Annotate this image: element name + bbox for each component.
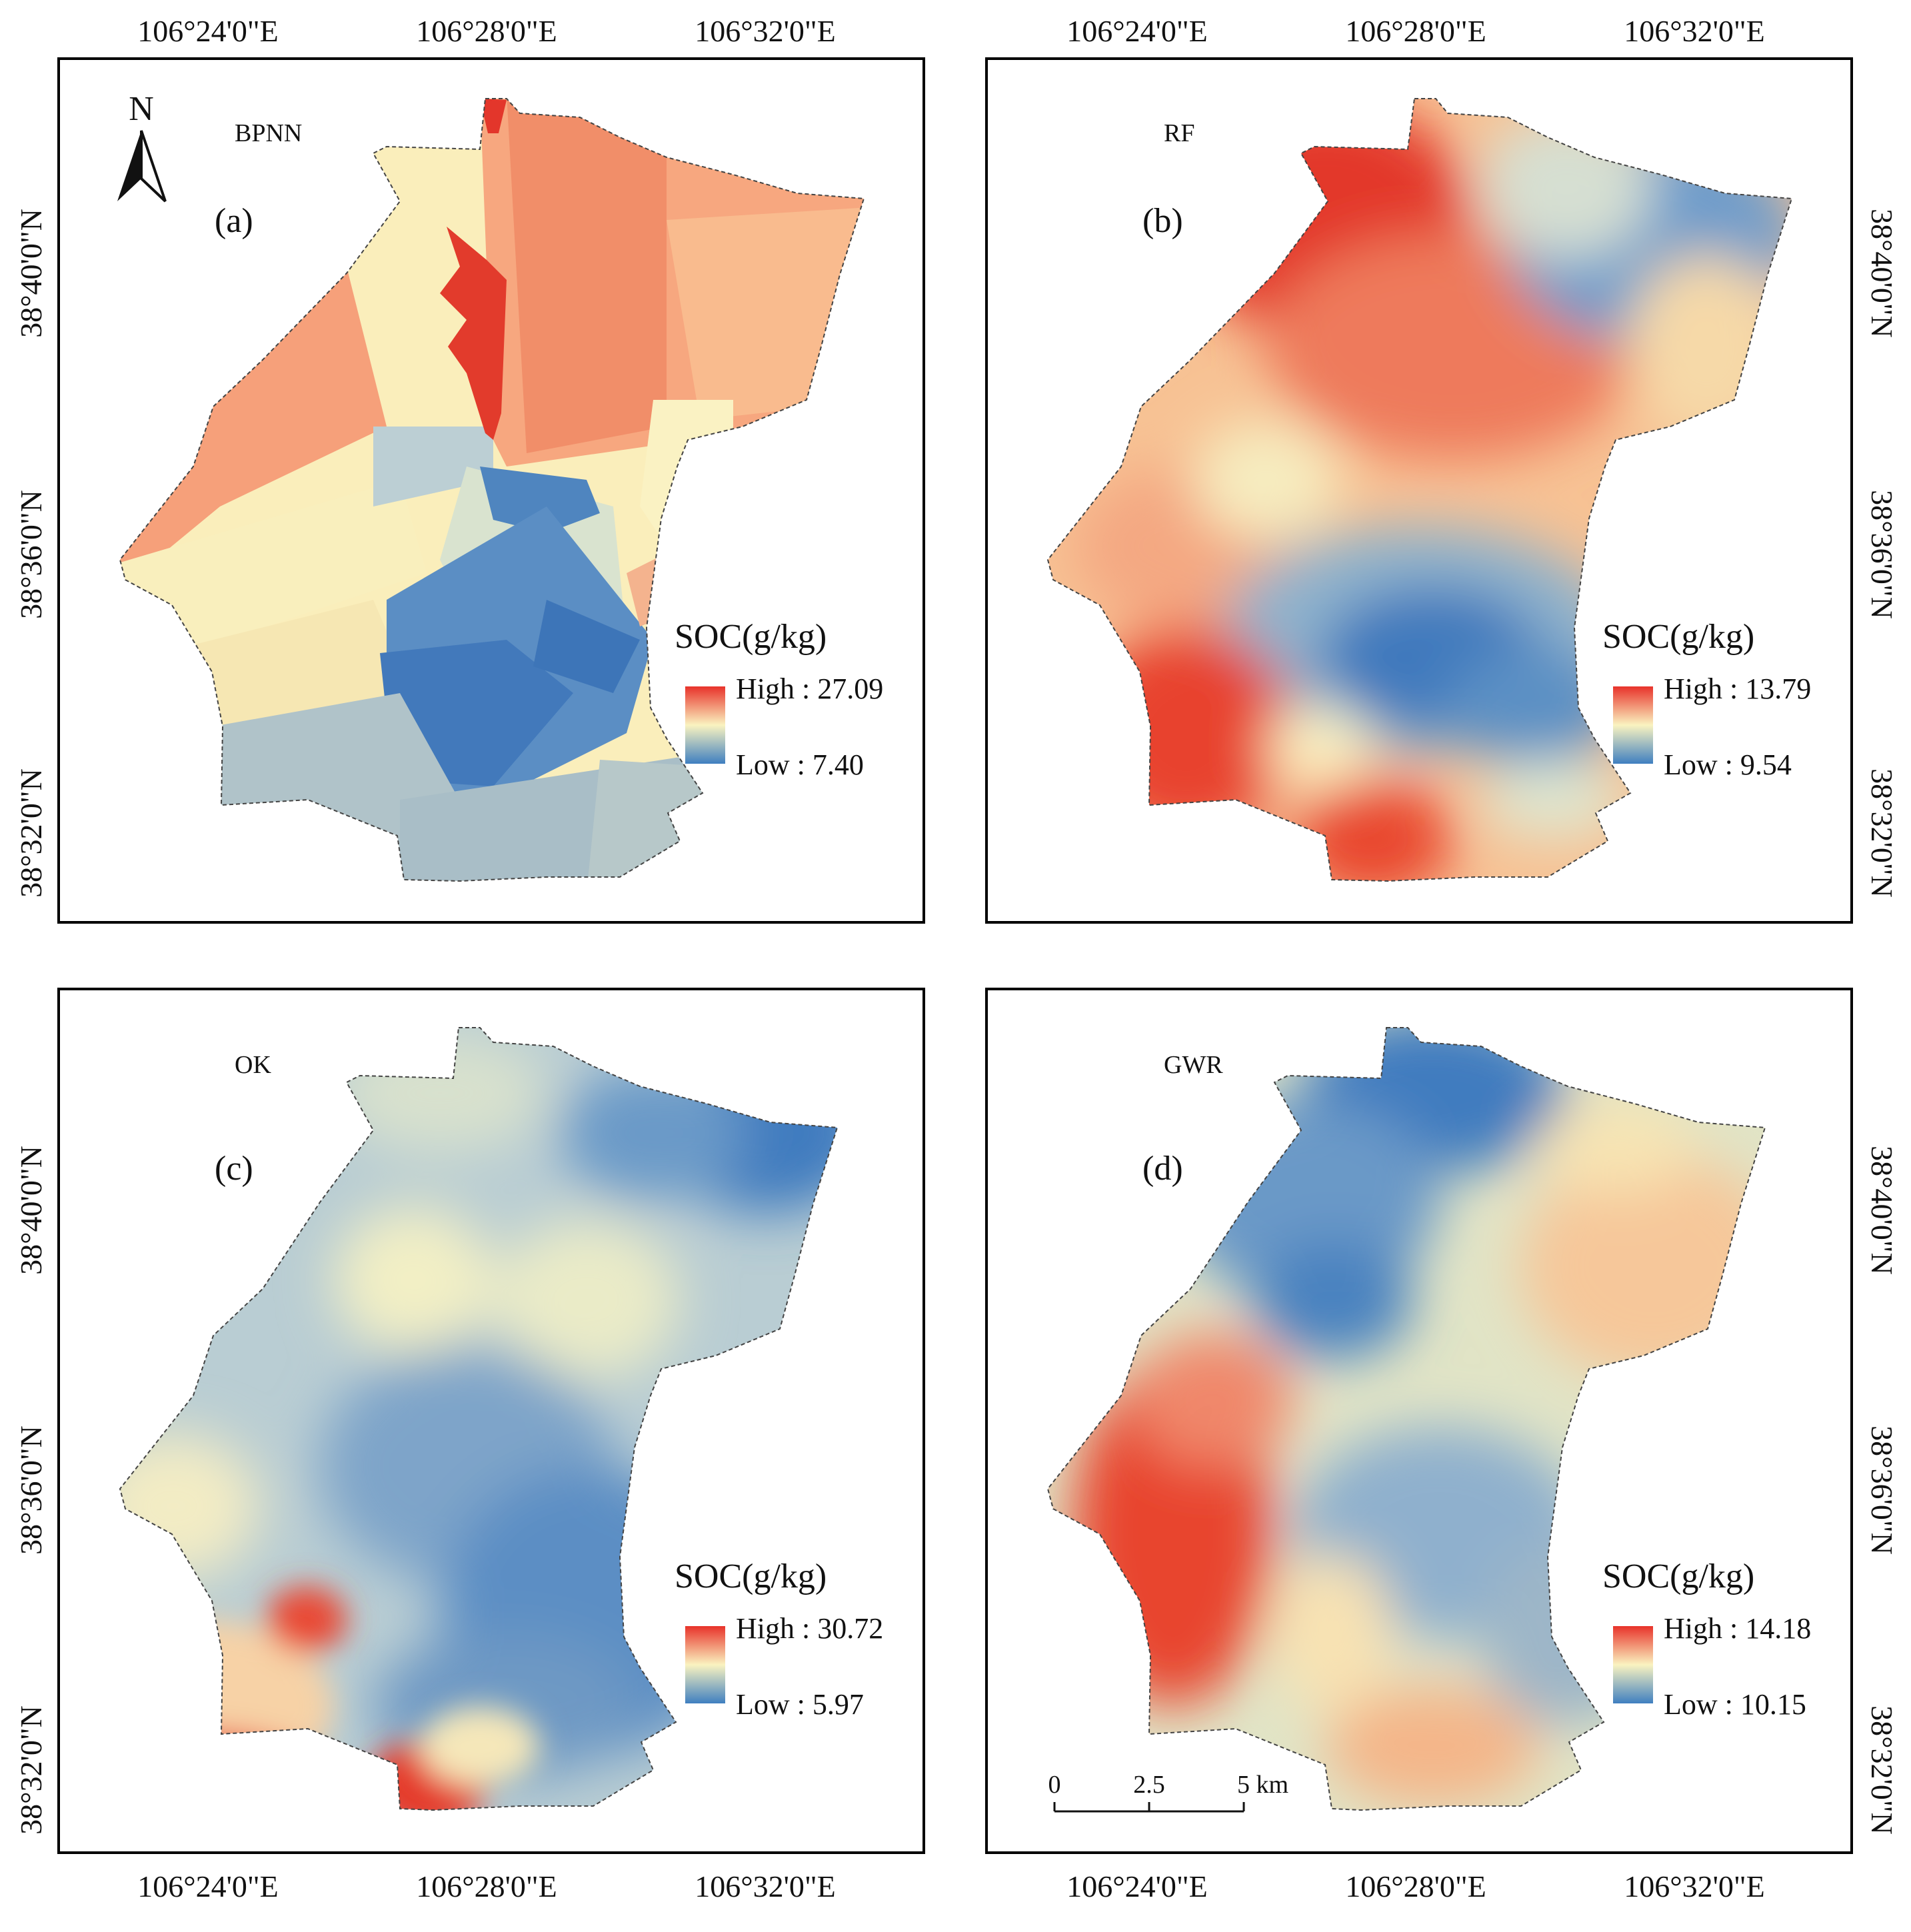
panel-a-lat-label: 38°40'0"N [14, 209, 48, 338]
panel-d-legend: SOC(g/kg) High : 14.18 Low : 10.15 [1602, 1557, 1811, 1721]
panel-a-legend-high: High : 27.09 [736, 672, 883, 705]
panel-c-boundary [119, 1027, 839, 1811]
panel-a-legend-low: Low : 7.40 [736, 748, 864, 781]
panel-a-lon-label: 106°32'0"E [695, 14, 836, 48]
panel-d-lon-label: 106°28'0"E [1345, 1869, 1486, 1903]
panel-d-lon-label: 106°32'0"E [1624, 1869, 1765, 1903]
scale-bar: 0 2.5 5 km [1048, 1771, 1288, 1813]
panel-a-letter: (a) [215, 202, 253, 240]
panel-c-legend: SOC(g/kg) High : 30.72 Low : 5.97 [675, 1557, 883, 1721]
panel-d-letter: (d) [1142, 1150, 1183, 1188]
panel-c-legend-ramp [685, 1626, 725, 1703]
panel-a-model-title: BPNN [235, 119, 302, 147]
panel-b-lat-label: 38°32'0"N [1865, 768, 1899, 898]
panel-b-lat-label: 38°36'0"N [1865, 490, 1899, 619]
panel-b-lon-label: 106°24'0"E [1066, 14, 1208, 48]
panel-b-legend-high: High : 13.79 [1664, 672, 1811, 705]
panel-c-lat-label: 38°36'0"N [14, 1426, 48, 1555]
panel-d-lat-label: 38°32'0"N [1865, 1705, 1899, 1835]
panel-d-lat-label: 38°36'0"N [1865, 1426, 1899, 1555]
panel-b-lon-label: 106°32'0"E [1624, 14, 1765, 48]
panel-d-lat-label: 38°40'0"N [1865, 1146, 1899, 1275]
panel-b-legend: SOC(g/kg) High : 13.79 Low : 9.54 [1602, 618, 1811, 781]
panel-a-legend: SOC(g/kg) High : 27.09 Low : 7.40 [675, 618, 883, 781]
panel-d-legend-ramp [1613, 1626, 1653, 1703]
panel-c-letter: (c) [215, 1150, 253, 1188]
panel-b: RF (b) SOC(g/kg) High : 13.79 Low : 9.54… [985, 14, 1899, 924]
panel-b-lat-label: 38°40'0"N [1865, 209, 1899, 338]
panel-c-lat-label: 38°40'0"N [14, 1146, 48, 1275]
scale-label-5km: 5 km [1237, 1771, 1288, 1799]
panel-c-lon-label: 106°24'0"E [137, 1869, 279, 1903]
panel-c-lon-label: 106°32'0"E [695, 1869, 836, 1903]
panel-d-lon-label: 106°24'0"E [1066, 1869, 1208, 1903]
panel-a-lat-label: 38°36'0"N [14, 490, 48, 619]
panel-c-lat-label: 38°32'0"N [14, 1705, 48, 1835]
panel-d-model-title: GWR [1164, 1051, 1223, 1079]
panel-c: OK (c) SOC(g/kg) High : 30.72 Low : 5.97… [14, 988, 925, 1903]
scale-label-0: 0 [1048, 1771, 1061, 1799]
panel-c-legend-low: Low : 5.97 [736, 1688, 864, 1721]
panel-b-letter: (b) [1142, 202, 1183, 240]
panel-a: N BPNN (a) SOC(g/kg) High : 27.09 Low : … [14, 14, 925, 924]
panel-b-lon-label: 106°28'0"E [1345, 14, 1486, 48]
scale-label-2-5: 2.5 [1133, 1771, 1165, 1799]
north-arrow-label: N [129, 90, 154, 128]
panel-b-model-title: RF [1164, 119, 1194, 147]
panel-c-legend-title: SOC(g/kg) [675, 1557, 827, 1595]
panel-a-lon-label: 106°28'0"E [416, 14, 557, 48]
panel-a-legend-ramp [685, 686, 725, 764]
panel-c-model-title: OK [235, 1051, 271, 1079]
panel-a-legend-title: SOC(g/kg) [675, 618, 827, 656]
panel-d: GWR (d) SOC(g/kg) High : 14.18 Low : 10.… [985, 988, 1899, 1903]
panel-d-legend-title: SOC(g/kg) [1602, 1557, 1754, 1595]
panel-a-lon-label: 106°24'0"E [137, 14, 279, 48]
panel-b-legend-title: SOC(g/kg) [1602, 618, 1754, 656]
panel-c-legend-high: High : 30.72 [736, 1612, 883, 1645]
panel-a-lat-label: 38°32'0"N [14, 768, 48, 898]
panel-d-legend-high: High : 14.18 [1664, 1612, 1811, 1645]
north-arrow-icon: N [117, 90, 167, 203]
panel-b-legend-ramp [1613, 686, 1653, 764]
panel-d-legend-low: Low : 10.15 [1664, 1688, 1806, 1721]
panel-c-lon-label: 106°28'0"E [416, 1869, 557, 1903]
panel-b-legend-low: Low : 9.54 [1664, 748, 1792, 781]
